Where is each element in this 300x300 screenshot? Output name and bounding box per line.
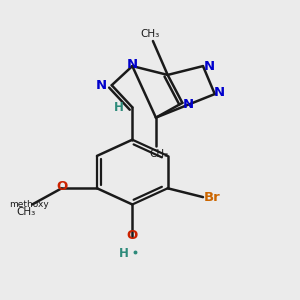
Text: Br: Br	[203, 190, 220, 204]
Text: CH₃: CH₃	[140, 29, 160, 39]
Text: CH₃: CH₃	[17, 207, 36, 217]
Text: H: H	[118, 247, 128, 260]
Text: N: N	[203, 60, 214, 73]
Text: N: N	[96, 79, 107, 92]
Text: N: N	[214, 86, 225, 99]
Text: O: O	[127, 229, 138, 242]
Text: H: H	[114, 101, 124, 114]
Text: O: O	[56, 180, 67, 193]
Text: N: N	[183, 98, 194, 111]
Text: CH₃: CH₃	[149, 149, 169, 159]
Text: methoxy: methoxy	[9, 200, 49, 209]
Text: N: N	[127, 58, 138, 71]
